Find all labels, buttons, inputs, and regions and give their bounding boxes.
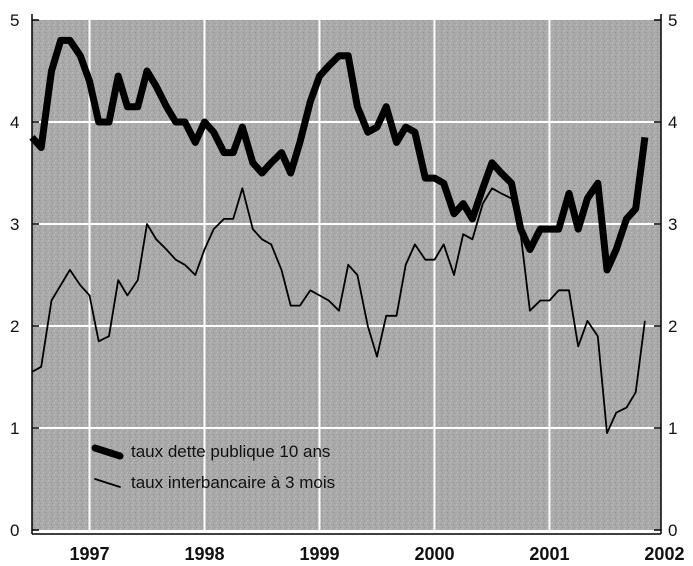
y-tick-label-right: 3 [668, 215, 677, 234]
y-tick-label-right: 4 [668, 113, 677, 132]
series-line-2 [31, 187, 646, 434]
y-tick-label-left: 0 [10, 521, 19, 540]
y-tick-label-left: 1 [10, 419, 19, 438]
x-tick-label-1998: 1998 [184, 544, 224, 564]
y-tick-label-right: 0 [668, 521, 677, 540]
y-tick-label-right: 5 [668, 11, 677, 30]
x-tick-label-1997: 1997 [69, 544, 109, 564]
legend-label-1: taux dette publique 10 ans [131, 442, 330, 461]
y-axis-right-ticks: 0 1 2 3 4 5 [654, 11, 677, 540]
y-tick-label-left: 2 [10, 317, 19, 336]
legend-label-2: taux interbancaire à 3 mois [131, 473, 335, 492]
legend: taux dette publique 10 ans taux interbanc… [91, 442, 335, 492]
x-tick-label-2000: 2000 [414, 544, 454, 564]
y-tick-label-right: 1 [668, 419, 677, 438]
series-line-1 [29, 36, 649, 274]
legend-swatch-1 [91, 444, 124, 460]
y-tick-label-left: 3 [10, 215, 19, 234]
x-axis-ticks: 1997 1998 1999 2000 2001 2002 [69, 544, 684, 564]
y-axis-left-ticks: 0 1 2 3 4 5 [10, 11, 39, 540]
legend-swatch-2 [94, 478, 121, 488]
gridlines [32, 20, 661, 530]
x-tick-label-2001: 2001 [529, 544, 569, 564]
y-tick-label-right: 2 [668, 317, 677, 336]
x-tick-label-1999: 1999 [299, 544, 339, 564]
y-tick-label-left: 5 [10, 11, 19, 30]
y-tick-label-left: 4 [10, 113, 19, 132]
axes [31, 14, 662, 535]
series-lines [29, 36, 649, 434]
x-tick-label-2002: 2002 [644, 544, 684, 564]
